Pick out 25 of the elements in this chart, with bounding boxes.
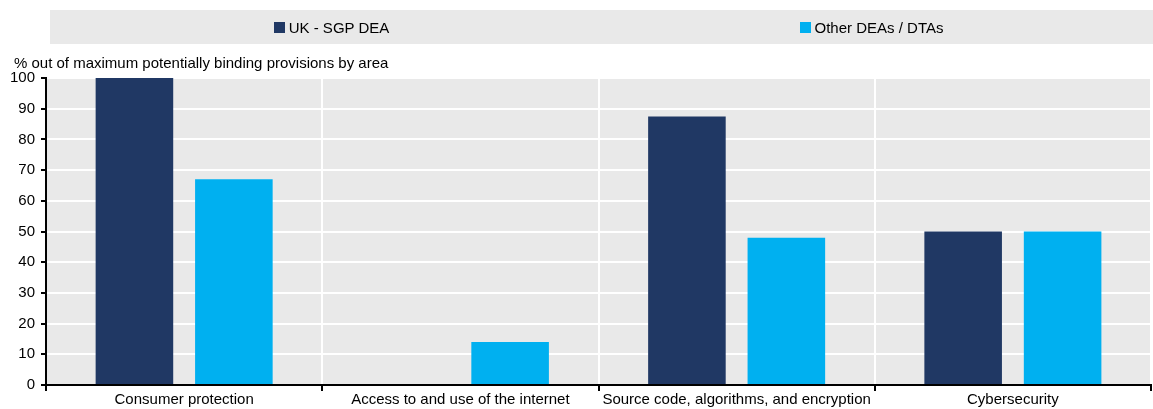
- x-tick-label: Access to and use of the internet: [351, 390, 571, 408]
- y-tick-label: 80: [18, 129, 36, 147]
- y-tick-label: 100: [10, 68, 36, 86]
- legend-label: UK - SGP DEA: [288, 18, 390, 36]
- y-tick-label: 10: [18, 344, 36, 362]
- y-tick-label: 0: [26, 375, 36, 393]
- y-axis-title: % out of maximum potentially binding provisions by area: [14, 54, 389, 71]
- legend-label: Other DEAs / DTAs: [814, 18, 944, 36]
- y-tick-label: 30: [18, 283, 36, 301]
- x-tick-label: Consumer protection: [114, 390, 254, 408]
- bar: [747, 237, 826, 384]
- y-tick-label: 60: [18, 190, 36, 208]
- bar: [95, 78, 174, 384]
- bar: [924, 231, 1002, 384]
- y-tick-label: 50: [18, 221, 36, 239]
- y-tick-label: 20: [18, 313, 36, 331]
- bar: [648, 116, 726, 384]
- bar: [471, 342, 549, 384]
- y-tick-label: 90: [18, 98, 36, 116]
- bar: [195, 179, 273, 384]
- x-tick-label: Source code, algorithms, and encryption: [602, 390, 871, 408]
- x-tick-label: Cybersecurity: [967, 390, 1060, 408]
- bar: [1023, 231, 1102, 384]
- y-tick-label: 70: [18, 160, 36, 178]
- y-tick-label: 40: [18, 252, 36, 270]
